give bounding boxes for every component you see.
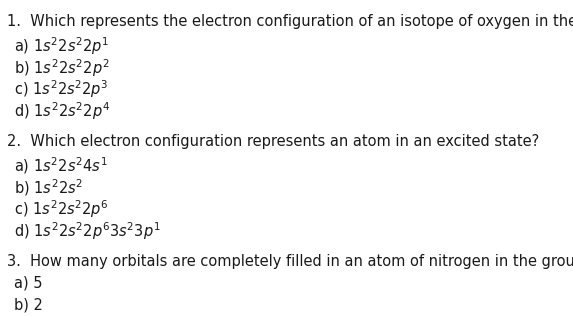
Text: 2.  Which electron configuration represents an atom in an excited state?: 2. Which electron configuration represen… [7,134,539,149]
Text: 3.  How many orbitals are completely filled in an atom of nitrogen in the ground: 3. How many orbitals are completely fill… [7,254,573,269]
Text: 1.  Which represents the electron configuration of an isotope of oxygen in the g: 1. Which represents the electron configu… [7,14,573,29]
Text: b) $1s^22s^22p^2$: b) $1s^22s^22p^2$ [14,57,110,79]
Text: c) $1s^22s^22p^6$: c) $1s^22s^22p^6$ [14,199,109,221]
Text: a) 5: a) 5 [14,276,43,291]
Text: b) $1s^22s^2$: b) $1s^22s^2$ [14,177,84,198]
Text: a) $1s^22s^24s^1$: a) $1s^22s^24s^1$ [14,156,108,177]
Text: d) $1s^22s^22p^4$: d) $1s^22s^22p^4$ [14,100,111,122]
Text: a) $1s^22s^22p^1$: a) $1s^22s^22p^1$ [14,36,109,58]
Text: d) $1s^22s^22p^63s^23p^1$: d) $1s^22s^22p^63s^23p^1$ [14,220,161,242]
Text: c) $1s^22s^22p^3$: c) $1s^22s^22p^3$ [14,79,109,100]
Text: b) 2: b) 2 [14,297,43,312]
